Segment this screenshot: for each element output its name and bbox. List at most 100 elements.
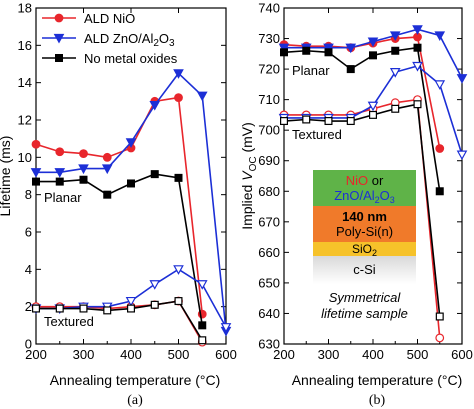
y-tick-label: 10 <box>18 150 32 165</box>
data-point <box>54 168 66 178</box>
data-point <box>174 93 183 102</box>
layer-metal-oxide-label: NiO or <box>346 173 384 188</box>
data-point <box>78 164 89 175</box>
data-point <box>126 179 135 188</box>
legend-entry: No metal oxides <box>84 51 178 66</box>
x-tick-label: 300 <box>318 347 340 362</box>
data-point <box>456 150 468 161</box>
data-point <box>369 51 378 60</box>
data-point <box>55 177 64 186</box>
data-point <box>55 304 64 313</box>
data-point <box>435 187 444 196</box>
data-point <box>125 138 137 148</box>
y-tick-label: 690 <box>258 153 280 168</box>
y-tick-label: 700 <box>258 123 280 138</box>
layer-poly-si <box>313 206 416 242</box>
data-point <box>30 168 42 178</box>
x-tick-label: 500 <box>168 347 190 362</box>
legend-entry: ALD ZnO/Al2O3 <box>84 31 175 49</box>
data-point <box>101 164 113 175</box>
data-point <box>125 296 137 307</box>
series-line <box>35 96 204 315</box>
data-point <box>280 48 289 57</box>
y-tick-label: 640 <box>258 306 280 321</box>
data-point <box>456 74 468 84</box>
y-tick-label: 740 <box>258 1 280 16</box>
layer-metal-oxide-label-2: ZnO/Al2O3 <box>334 188 395 205</box>
y-tick-label: 18 <box>18 1 32 16</box>
data-point <box>79 149 88 159</box>
panel-label: (b) <box>369 393 386 408</box>
layer-poly-si-label: Poly-Si(n) <box>336 224 393 239</box>
x-tick-label: 200 <box>25 347 47 362</box>
y-tick-label: 650 <box>258 275 280 290</box>
data-point <box>280 117 289 126</box>
data-point <box>324 117 333 126</box>
y-tick-label: 720 <box>258 62 280 77</box>
data-point <box>150 300 159 309</box>
data-point <box>324 48 333 57</box>
chart-panel-a: 200 300 400 500 600 0 2 4 6 8 10 12 14 16 18 Annealing … <box>0 1 237 409</box>
data-point <box>412 61 423 72</box>
planar-label: Planar <box>44 190 82 205</box>
data-point <box>345 43 357 54</box>
legend: ALD NiO ALD ZnO/Al2O3 No metal oxides <box>42 11 178 66</box>
data-point <box>278 43 290 54</box>
data-point <box>413 100 422 109</box>
data-point <box>434 80 446 90</box>
data-point <box>31 177 40 186</box>
y-tick-label: 670 <box>258 214 280 229</box>
y-tick-label: 14 <box>18 75 32 90</box>
layer-poly-si-thickness: 140 nm <box>342 209 387 224</box>
data-point <box>346 117 355 126</box>
data-point <box>302 115 311 124</box>
data-point <box>389 68 401 78</box>
data-point <box>31 139 41 149</box>
panel-label: (a) <box>127 393 143 408</box>
data-point <box>79 304 88 313</box>
data-point <box>220 323 232 333</box>
data-point <box>369 110 378 119</box>
data-point <box>79 175 88 184</box>
x-tick-label: 400 <box>362 347 384 362</box>
data-point <box>174 173 183 182</box>
data-point <box>302 46 311 55</box>
y-tick-label: 680 <box>258 184 280 199</box>
inset-caption-2: lifetime sample <box>321 306 408 321</box>
layer-metal-oxide <box>313 170 416 206</box>
data-point <box>102 152 112 162</box>
inset-caption-1: Symmetrical <box>329 290 402 305</box>
y-tick-label: 12 <box>18 113 32 128</box>
data-point <box>435 144 445 153</box>
data-point <box>367 37 379 48</box>
chart-panel-b: 200 300 400 500 600 630 640 650 660 670 680 690 700 7… <box>239 1 473 409</box>
y-tick-label: 2 <box>25 299 32 314</box>
data-point <box>150 170 159 179</box>
data-point <box>367 101 379 112</box>
data-point <box>346 65 355 74</box>
x-tick-label: 600 <box>451 347 473 362</box>
data-point <box>103 190 112 199</box>
textured-label: Textured <box>292 127 342 142</box>
data-point <box>323 43 334 54</box>
data-point <box>435 333 445 343</box>
data-point <box>173 265 184 275</box>
y-axis-label: Lifetime (ms) <box>0 136 13 217</box>
data-point <box>173 69 184 79</box>
planar-label: Planar <box>292 63 330 78</box>
y-tick-label: 730 <box>258 31 280 46</box>
y-tick-label: 0 <box>25 337 32 352</box>
data-point <box>434 31 446 42</box>
layer-sio2-label: SiO2 <box>352 242 377 258</box>
data-point <box>198 336 207 345</box>
y-tick-label: 630 <box>258 337 280 352</box>
x-tick-label: 200 <box>273 347 295 362</box>
y-tick-label: 710 <box>258 92 280 107</box>
x-axis-label: Annealing temperature (°C) <box>50 372 221 388</box>
y-axis-label: Implied VOC (mV) <box>239 122 259 230</box>
legend-marker <box>54 53 63 62</box>
data-point <box>196 91 208 102</box>
layer-sio2 <box>313 242 416 256</box>
